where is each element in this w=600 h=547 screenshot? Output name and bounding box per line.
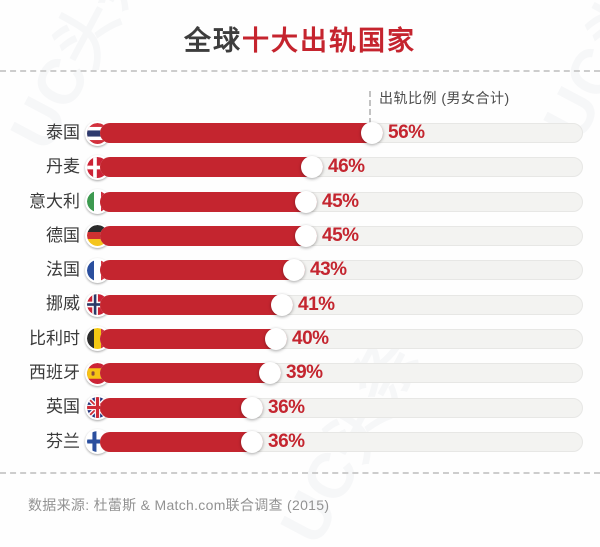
title-highlight: 十大出轨国家: [242, 26, 416, 56]
annotation-label: 出轨比例 (男女合计): [379, 90, 510, 106]
bar-row: 意大利 45%: [0, 185, 600, 219]
bar-track: 46%: [100, 156, 583, 179]
value-label: 46%: [328, 156, 365, 178]
page-title: 全球十大出轨国家: [0, 19, 600, 58]
bar-row: 比利时 40%: [0, 322, 600, 356]
bar-endpoint-dot: [295, 225, 317, 248]
bar-track: 43%: [100, 259, 583, 282]
bar-fill: [100, 294, 293, 315]
bar-fill: [100, 397, 263, 418]
bar-endpoint-dot: [271, 293, 293, 316]
country-label: 德国: [46, 225, 80, 245]
bar-endpoint-dot: [295, 190, 317, 213]
bar-track: 36%: [100, 430, 583, 453]
bar-track: 36%: [100, 396, 583, 419]
bar-chart: 泰国 56% 丹麦 46% 意大利 45% 德国 45% 法国 43% 挪威 41% 比利时 40% 西班牙…: [0, 116, 600, 459]
country-label: 泰国: [46, 123, 80, 142]
value-label: 45%: [322, 225, 359, 247]
bar-track: 45%: [100, 190, 583, 213]
top-divider: [0, 70, 600, 72]
country-label: 意大利: [29, 191, 80, 211]
value-label: 36%: [268, 430, 305, 452]
value-label: 40%: [292, 327, 329, 349]
bar-endpoint-dot: [361, 122, 383, 145]
value-label: 45%: [322, 190, 359, 212]
country-label: 法国: [46, 260, 80, 280]
bar-row: 德国 45%: [0, 219, 600, 253]
country-label: 英国: [46, 397, 80, 417]
bar-fill: [100, 431, 263, 452]
country-label: 芬兰: [46, 431, 80, 451]
bar-row: 挪威 41%: [0, 287, 600, 321]
bar-track: 41%: [100, 293, 583, 316]
bar-endpoint-dot: [241, 430, 263, 453]
country-label: 丹麦: [46, 157, 80, 177]
bar-track: 40%: [100, 327, 583, 350]
country-label: 西班牙: [29, 363, 80, 383]
title-prefix: 全球: [184, 26, 242, 56]
bar-endpoint-dot: [301, 156, 323, 179]
bar-track: 45%: [100, 225, 583, 248]
bar-fill: [100, 191, 317, 212]
bar-row: 丹麦 46%: [0, 150, 600, 184]
bar-fill: [100, 363, 281, 384]
bar-track: 56%: [100, 122, 583, 145]
bar-track: 39%: [100, 362, 583, 385]
bar-endpoint-dot: [283, 259, 305, 282]
annotation-pointer-line: [369, 91, 371, 124]
bar-fill: [100, 260, 305, 281]
value-label: 41%: [298, 293, 335, 315]
bar-endpoint-dot: [265, 327, 287, 350]
value-label: 39%: [286, 362, 323, 384]
bar-row: 泰国 56%: [0, 116, 600, 150]
bar-endpoint-dot: [259, 362, 281, 385]
bar-row: 法国 43%: [0, 253, 600, 287]
country-label: 挪威: [46, 294, 80, 314]
source-note: 数据来源: 杜蕾斯 & Match.com联合调查 (2015): [28, 497, 330, 513]
bar-fill: [100, 226, 317, 247]
value-label: 56%: [388, 122, 425, 144]
bar-endpoint-dot: [241, 396, 263, 419]
bar-row: 西班牙 39%: [0, 356, 600, 390]
bottom-divider: [0, 472, 600, 474]
bar-fill: [100, 123, 383, 144]
bar-fill: [100, 157, 323, 178]
value-label: 36%: [268, 396, 305, 418]
country-label: 比利时: [29, 328, 80, 348]
bar-row: 芬兰 36%: [0, 425, 600, 459]
value-label: 43%: [310, 259, 347, 281]
bar-row: 英国 36%: [0, 390, 600, 424]
bar-fill: [100, 328, 287, 349]
